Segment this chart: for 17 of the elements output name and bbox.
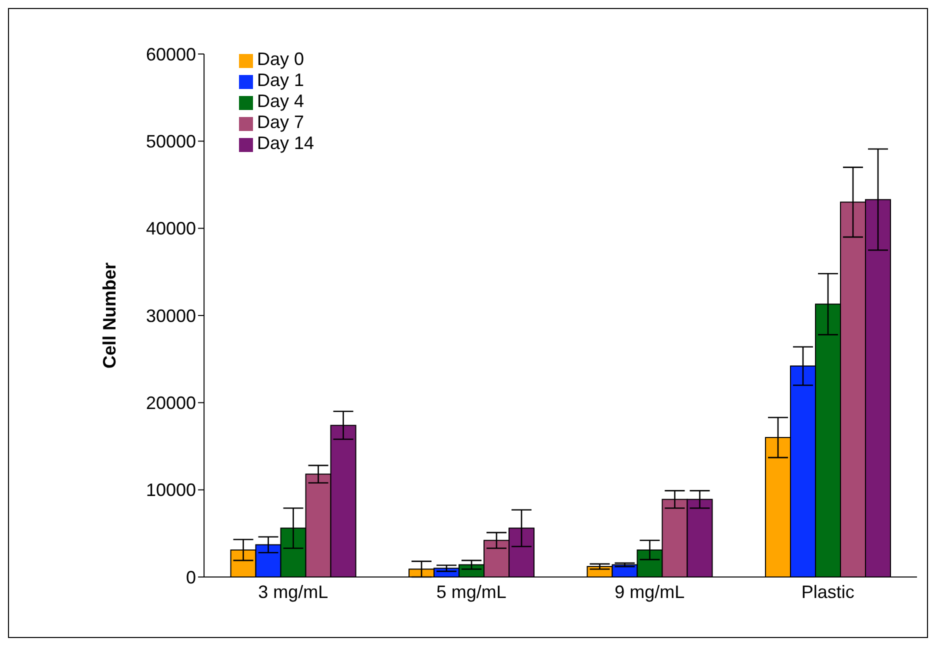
x-tick-label: 3 mg/mL xyxy=(258,582,328,602)
y-tick-label: 40000 xyxy=(146,218,196,239)
y-tick-label: 60000 xyxy=(146,44,196,64)
y-tick-label: 0 xyxy=(186,567,196,588)
legend-label: Day 4 xyxy=(257,91,304,111)
y-tick-label: 30000 xyxy=(146,306,196,326)
legend-label: Day 7 xyxy=(257,112,304,132)
y-tick-label: 20000 xyxy=(146,393,196,414)
x-tick-label: Plastic xyxy=(801,582,854,602)
legend-label: Day 14 xyxy=(257,133,314,153)
y-tick-label: 10000 xyxy=(146,480,196,500)
x-tick-label: 5 mg/mL xyxy=(436,582,506,602)
legend-label: Day 0 xyxy=(257,49,304,69)
legend-label: Day 1 xyxy=(257,70,304,90)
y-tick-label: 50000 xyxy=(146,132,196,152)
y-axis-title: Cell Number xyxy=(99,262,120,369)
x-tick-label: 9 mg/mL xyxy=(614,582,685,602)
